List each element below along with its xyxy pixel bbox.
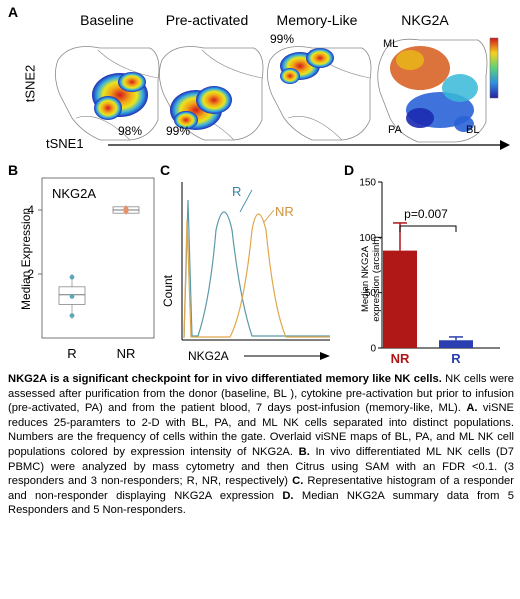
tsne-map-preactivated xyxy=(159,46,264,141)
histogram-nr xyxy=(183,213,330,339)
caption-d-label: D. xyxy=(282,489,294,502)
tsne-maps xyxy=(55,37,499,143)
tsne-map-baseline xyxy=(55,46,160,141)
box-point xyxy=(69,294,75,299)
caption-c-label: C. xyxy=(292,475,304,488)
tsne-map-memorylike xyxy=(267,46,372,141)
box-point xyxy=(69,274,75,280)
tsne-title-nkg2a: NKG2A xyxy=(401,12,449,28)
panel-b-inset-label: NKG2A xyxy=(52,186,96,201)
panel-c-xlabel: NKG2A xyxy=(188,349,229,363)
tsne-percent-baseline: 98% xyxy=(118,124,143,138)
histogram-label-r: R xyxy=(232,184,241,199)
tsne-title-preactivated: Pre-activated xyxy=(165,12,249,28)
tsne-map-nkg2a xyxy=(377,37,499,143)
panel-b-category-label: NR xyxy=(117,346,136,361)
panel-b-ytick-label: 4 xyxy=(27,203,34,217)
caption-title: NKG2A is a significant checkpoint for in… xyxy=(8,373,442,385)
caption-d-text: Median NKG2A summary data from 5 Respond… xyxy=(8,489,514,517)
tsne-axis-arrow xyxy=(108,140,510,150)
panel-d-letter: D xyxy=(344,162,355,178)
tsne-percent-memorylike: 99% xyxy=(270,32,295,46)
tsne1-label: tSNE1 xyxy=(46,136,84,151)
caption-b-label: B. xyxy=(298,445,310,458)
nkg2a-label-ml: ML xyxy=(383,38,399,50)
caption-b-text: In vivo differentiated ML NK cells (D7 P… xyxy=(8,445,514,488)
histogram-label-nr: NR xyxy=(275,204,294,219)
panel-d-category-label: NR xyxy=(391,351,410,366)
panel-a-letter: A xyxy=(8,4,19,20)
panel-c-letter: C xyxy=(160,162,171,178)
tsne-title-memorylike: Memory-Like xyxy=(276,12,358,28)
panel-b-frame xyxy=(41,177,155,339)
caption-c-text: Representative histogram of a responder … xyxy=(8,475,514,502)
tsne-percent-preactivated: 99% xyxy=(166,124,191,138)
nkg2a-label-bl: BL xyxy=(466,124,480,136)
panel-b-letter: B xyxy=(8,162,19,178)
panel-d-chart: 0 50 100 150 NR R p=0.007 xyxy=(359,178,500,366)
nkg2a-label-pa: PA xyxy=(388,124,402,136)
panel-d-ytick-label: 50 xyxy=(365,288,377,299)
box-point xyxy=(69,313,75,318)
panel-b-category-label: R xyxy=(67,346,76,361)
panel-d-ytick-label: 0 xyxy=(370,344,376,355)
figure-caption: NKG2A is a significant checkpoint for in… xyxy=(8,372,514,518)
panel-d-category-label: R xyxy=(451,351,461,366)
caption-a-text: viSNE reduces 25-paramters to 2-D with B… xyxy=(8,402,514,458)
panel-c-chart: R NR NKG2A xyxy=(181,182,330,363)
box-point xyxy=(123,206,129,211)
panel-d-ytick-label: 150 xyxy=(359,178,376,189)
significance-bracket xyxy=(399,225,457,232)
caption-a-label: A. xyxy=(466,402,478,415)
caption-intro: NK cells were assessed after purificatio… xyxy=(8,373,514,415)
panel-b-ytick-label: 2 xyxy=(27,267,34,281)
panel-b-chart: NKG2A 2 4 R NR xyxy=(27,177,155,361)
colorbar xyxy=(489,37,499,99)
pvalue-label: p=0.007 xyxy=(404,207,448,221)
bar-nr xyxy=(383,250,417,348)
panel-d-ytick-label: 100 xyxy=(359,233,376,244)
tsne-title-baseline: Baseline xyxy=(80,12,134,28)
bar-r xyxy=(439,340,473,348)
